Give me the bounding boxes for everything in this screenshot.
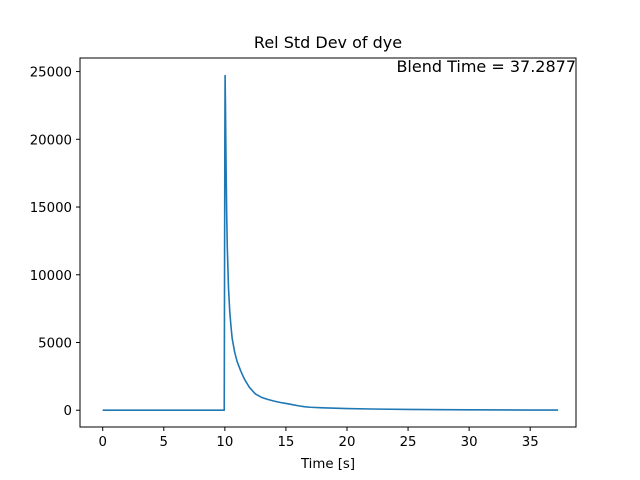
x-tick-label: 15	[277, 435, 294, 450]
y-tick-label: 15000	[30, 201, 72, 216]
x-tick-label: 30	[461, 435, 478, 450]
plot-area	[102, 74, 559, 412]
y-axis-ticks: 0 5000 10000 15000 20000 25000	[30, 66, 80, 419]
series-line-0	[102, 74, 559, 412]
chart-title: Rel Std Dev of dye	[254, 33, 402, 52]
y-tick-label: 10000	[30, 269, 72, 284]
x-tick-label: 35	[522, 435, 539, 450]
x-tick-label: 25	[400, 435, 417, 450]
y-tick-label: 5000	[38, 336, 72, 351]
x-tick-label: 5	[160, 435, 168, 450]
y-tick-label: 20000	[30, 133, 72, 148]
x-axis-label: Time [s]	[300, 457, 355, 472]
y-tick-label: 25000	[30, 66, 72, 81]
y-tick-label: 0	[64, 404, 72, 419]
x-tick-label: 0	[98, 435, 106, 450]
x-tick-label: 10	[216, 435, 233, 450]
axes-frame	[79, 57, 577, 428]
blend-time-annotation: Blend Time = 37.2877	[396, 57, 576, 76]
x-axis-ticks: 0 5 10 15 20 25 30 35	[98, 427, 539, 450]
x-tick-label: 20	[339, 435, 356, 450]
